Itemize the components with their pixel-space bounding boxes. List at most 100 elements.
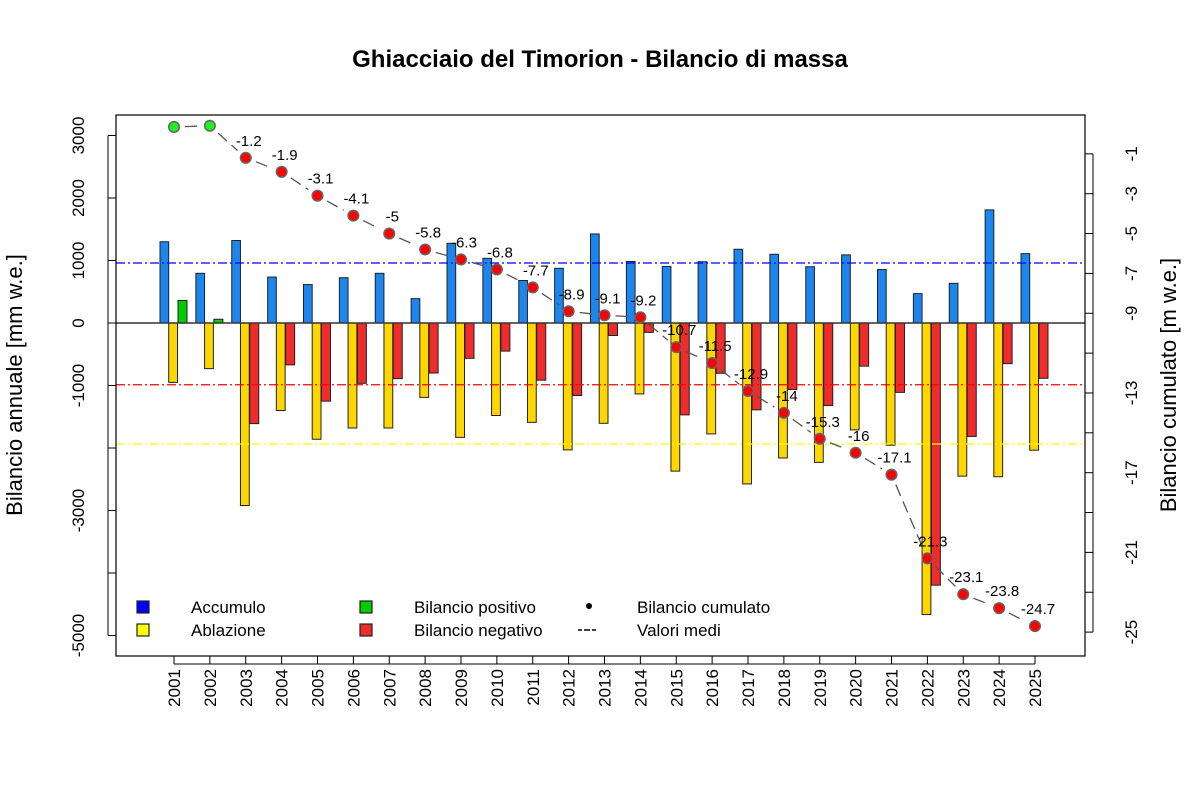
mean-lines-layer (116, 262, 1085, 445)
y-tick-label: -5000 (69, 614, 88, 657)
y-tick-label: -1000 (69, 364, 88, 407)
cumulative-layer: -1.2 -1.9 -3.1 -4.1 -5 -5.8 -6.3 -6.8 -7.7 -8.9 -9… (167, 119, 1055, 633)
cumulative-data-label: -14 (776, 388, 798, 405)
bar-ablazione (419, 322, 430, 398)
x-tick-label: 2007 (380, 669, 399, 707)
bar-accumulo (912, 293, 923, 324)
cumulative-line-segment (362, 219, 380, 230)
x-tick-label: 2020 (847, 669, 866, 707)
y2-tick-label: -3 (1122, 186, 1141, 201)
bar-ablazione (957, 322, 968, 477)
cumulative-line-segment (1008, 612, 1026, 622)
bar-bilancio-negativo (787, 322, 798, 391)
cumulative-point (706, 357, 719, 370)
y2-tick-label: -9 (1122, 306, 1141, 321)
cumulative-line-segment (217, 132, 238, 151)
cumulative-line-segment (579, 311, 594, 315)
bar-ablazione (383, 322, 394, 429)
bar-accumulo (482, 257, 493, 324)
cumulative-data-label: -16 (848, 428, 870, 445)
cumulative-data-label: -1.2 (236, 133, 262, 150)
cumulative-line-segment (864, 457, 883, 470)
cumulative-line-segment (757, 396, 775, 408)
bar-ablazione (634, 322, 645, 395)
legend-label: Ablazione (191, 621, 266, 640)
y2-axis-label: Bilancio cumulato [m w.e.] (1156, 258, 1181, 512)
cumulative-point (777, 406, 790, 419)
x-tick-label: 2003 (237, 669, 256, 707)
bar-accumulo (231, 240, 241, 324)
cumulative-line-segment (720, 369, 740, 385)
bar-ablazione (993, 322, 1004, 478)
cumulative-data-label: -8.9 (559, 286, 585, 303)
cumulative-point (203, 119, 216, 132)
y-axis-label: Bilancio annuale [mm w.e.] (2, 254, 27, 516)
bar-accumulo (410, 298, 421, 324)
x-tick-label: 2002 (201, 669, 220, 707)
bar-ablazione (742, 322, 753, 485)
bar-ablazione (562, 322, 573, 451)
x-tick-label: 2016 (703, 669, 722, 707)
x-tick-label: 2025 (1026, 669, 1045, 707)
cumulative-data-label: -7.7 (523, 262, 549, 279)
legend-swatch (136, 600, 150, 614)
cumulative-data-label: -5.8 (415, 225, 441, 242)
bar-ablazione (598, 322, 609, 424)
cumulative-data-label: -9.1 (595, 290, 621, 307)
bar-accumulo (805, 266, 815, 324)
cumulative-point (741, 384, 755, 398)
cumulative-line-segment (506, 273, 524, 284)
bar-ablazione (526, 322, 537, 423)
bar-accumulo (984, 209, 995, 324)
bar-ablazione (311, 322, 322, 440)
x-tick-label: 2008 (416, 669, 435, 707)
bar-accumulo (697, 261, 708, 324)
cumulative-data-label: -3.1 (308, 171, 334, 188)
bar-accumulo (877, 269, 887, 324)
x-tick-label: 2004 (273, 669, 292, 707)
bar-bilancio-negativo (1038, 322, 1049, 379)
cumulative-data-label: -6.3 (451, 234, 477, 251)
cumulative-data-label: -23.8 (985, 583, 1019, 600)
cumulative-line-segment (615, 315, 630, 318)
y2-tick-label: -17 (1122, 460, 1141, 485)
cumulative-point (419, 243, 432, 256)
x-tick-label: 2011 (524, 669, 543, 706)
bar-ablazione (921, 322, 932, 616)
plot-frame (115, 114, 1086, 657)
bar-bilancio-negativo (464, 322, 475, 359)
cumulative-point (347, 209, 360, 222)
x-tick-label: 2009 (452, 669, 471, 707)
x-tick-label: 2019 (811, 669, 830, 707)
cumulative-point (993, 602, 1006, 615)
cumulative-point (1028, 620, 1042, 633)
bar-bilancio-positivo (177, 300, 188, 324)
cumulative-point (526, 281, 539, 294)
cumulative-point (562, 305, 575, 318)
x-tick-label: 2014 (631, 669, 650, 707)
bar-bilancio-negativo (500, 322, 511, 352)
cumulative-data-label: -5 (386, 209, 399, 226)
y-tick-label: 3000 (69, 117, 88, 155)
x-tick-label: 2013 (596, 669, 615, 707)
bar-ablazione (347, 322, 358, 429)
bar-bilancio-negativo (823, 322, 834, 406)
cumulative-data-label: -4.1 (343, 191, 369, 208)
cumulative-point (670, 341, 683, 354)
y2-tick-label: -21 (1122, 540, 1141, 565)
bar-accumulo (733, 248, 744, 324)
x-tick-label: 2021 (883, 669, 902, 707)
bar-ablazione (455, 322, 466, 438)
bar-accumulo (841, 254, 851, 324)
bar-bilancio-negativo (895, 322, 905, 393)
bar-bilancio-negativo (356, 322, 367, 384)
cumulative-line-segment (435, 251, 451, 258)
bar-bilancio-negativo (608, 322, 618, 336)
legend-swatch (136, 623, 150, 637)
bar-accumulo (303, 284, 313, 324)
bar-ablazione (491, 322, 501, 416)
bar-accumulo (1020, 253, 1031, 324)
bar-accumulo (374, 272, 385, 324)
legend-label: Bilancio positivo (414, 598, 536, 617)
bar-ablazione (849, 322, 860, 431)
